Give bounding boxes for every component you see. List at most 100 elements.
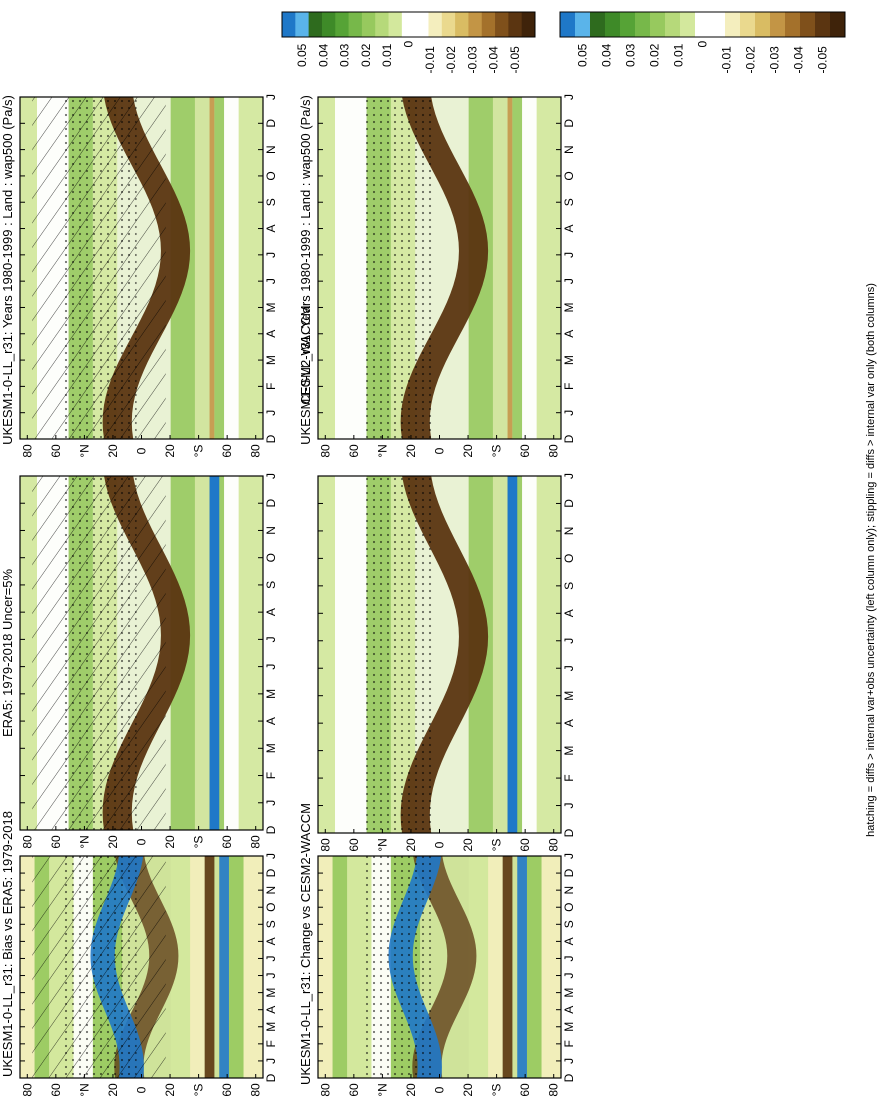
latitude-band <box>541 856 561 1078</box>
month-tick-label: D <box>562 828 576 837</box>
month-tick-label: J <box>562 973 576 979</box>
latitude-tick-label: 80 <box>318 444 332 458</box>
month-tick-label: N <box>562 145 576 154</box>
latitude-tick-label: °S <box>192 836 206 849</box>
colorbar-swatch <box>560 12 576 37</box>
month-tick-label: J <box>264 1058 278 1064</box>
colorbar-swatch <box>665 12 681 37</box>
month-tick-label: F <box>264 772 278 779</box>
colorbar-swatch <box>388 12 403 37</box>
month-tick-label: J <box>562 1058 576 1064</box>
colorbar-swatch <box>308 12 323 37</box>
latitude-band <box>517 856 527 1078</box>
month-tick-label: J <box>264 473 278 479</box>
colorbar-label: -0.04 <box>487 46 501 74</box>
colorbar-swatch <box>375 12 390 37</box>
colorbar-swatch <box>830 12 846 37</box>
colorbar-label: -0.03 <box>465 46 479 74</box>
latitude-tick-label: 60 <box>518 838 532 852</box>
month-tick-label: D <box>562 499 576 508</box>
colorbar-label: 0.02 <box>359 43 373 67</box>
month-tick-label: D <box>264 119 278 128</box>
latitude-tick-label: 20 <box>404 444 418 458</box>
colorbar-label: 0.05 <box>295 43 309 67</box>
colorbar-swatch <box>295 12 310 37</box>
hatching <box>32 856 166 1078</box>
colorbar-swatch <box>521 12 536 37</box>
month-tick-label: D <box>562 434 576 443</box>
colorbar-label: -0.02 <box>444 46 458 74</box>
colorbar-swatch <box>415 12 429 37</box>
colorbar-swatch <box>361 12 376 37</box>
panel-title: ERA5: 1979-2018 Uncer=5% <box>0 569 15 737</box>
month-tick-label: J <box>562 410 576 416</box>
colorbar-label: 0.01 <box>672 43 686 67</box>
latitude-band <box>318 856 333 1078</box>
latitude-band <box>194 476 210 830</box>
month-tick-label: S <box>264 581 278 589</box>
month-tick-label: M <box>562 691 576 701</box>
month-tick-label: N <box>264 145 278 154</box>
latitude-tick-label: 20 <box>106 1083 120 1097</box>
colorbar-swatch <box>650 12 666 37</box>
month-tick-label: N <box>264 886 278 895</box>
month-tick-label: D <box>264 434 278 443</box>
latitude-band <box>190 856 205 1078</box>
colorbar-swatch <box>800 12 816 37</box>
latitude-tick-label: 60 <box>220 444 234 458</box>
colorbar-swatch <box>815 12 831 37</box>
colorbar-swatch <box>725 12 741 37</box>
month-tick-label: A <box>264 608 278 616</box>
month-tick-label: M <box>562 302 576 312</box>
month-tick-label: M <box>264 302 278 312</box>
latitude-tick-label: 60 <box>347 838 361 852</box>
latitude-tick-label: 0 <box>135 1086 149 1093</box>
month-tick-label: J <box>264 636 278 642</box>
month-tick-label: M <box>562 988 576 998</box>
panel-title: UKESM1-0-LL_r31: Years 1980-1999 : Land … <box>0 95 15 445</box>
latitude-band <box>194 97 210 439</box>
colorbar-swatch <box>770 12 786 37</box>
colorbar-swatch <box>590 12 606 37</box>
month-tick-label: J <box>264 800 278 806</box>
month-tick-label: D <box>264 868 278 877</box>
colorbar-swatch <box>508 12 523 37</box>
month-tick-label: F <box>264 1040 278 1047</box>
latitude-band <box>209 476 220 830</box>
panel-title: CESM2-WACCM <box>298 305 313 404</box>
latitude-tick-label: °N <box>77 444 91 457</box>
latitude-tick-label: 20 <box>163 1083 177 1097</box>
colorbar: 0.05 0.04 0.03 0.02 0.01 0 -0.01 -0.02 -0.03 -0.0… <box>281 11 536 74</box>
month-tick-label: A <box>264 937 278 945</box>
month-tick-label: N <box>562 527 576 536</box>
month-tick-label: M <box>562 746 576 756</box>
month-tick-label: M <box>562 1022 576 1032</box>
colorbar-label: 0 <box>696 41 710 48</box>
latitude-tick-label: 60 <box>49 1083 63 1097</box>
latitude-tick-label: 20 <box>461 444 475 458</box>
latitude-tick-label: °S <box>490 445 504 458</box>
latitude-band <box>468 856 489 1078</box>
month-tick-label: S <box>562 920 576 928</box>
colorbar-swatch <box>348 12 363 37</box>
latitude-tick-label: 20 <box>106 444 120 458</box>
heatmap-panel: D J F M A M J J A S O N D J 80 60 °N 20 0 20 °S 60 80 ERA5: 197… <box>0 473 278 849</box>
panel-title: UKESM1-0-LL_r31: Years 1980-1999 : Land … <box>298 95 313 445</box>
colorbar-label: 0.03 <box>624 43 638 67</box>
month-tick-label: M <box>264 1022 278 1032</box>
latitude-tick-label: 60 <box>220 835 234 849</box>
month-tick-label: A <box>562 330 576 338</box>
month-tick-label: J <box>264 278 278 284</box>
colorbar-swatch <box>680 12 696 37</box>
month-tick-label: J <box>264 853 278 859</box>
month-tick-label: D <box>562 1073 576 1082</box>
colorbar-label: -0.05 <box>816 46 830 74</box>
colorbar-label: 0.04 <box>600 43 614 67</box>
latitude-band <box>502 856 513 1078</box>
month-tick-label: M <box>264 743 278 753</box>
heatmap-panel: D J F M A M J J A S O N D J 80 60 °N 20 0 20 °S 60 80 CESM2-WAC… <box>298 305 576 851</box>
latitude-tick-label: 0 <box>135 838 149 845</box>
month-tick-label: J <box>264 410 278 416</box>
latitude-tick-label: 80 <box>249 1083 263 1097</box>
